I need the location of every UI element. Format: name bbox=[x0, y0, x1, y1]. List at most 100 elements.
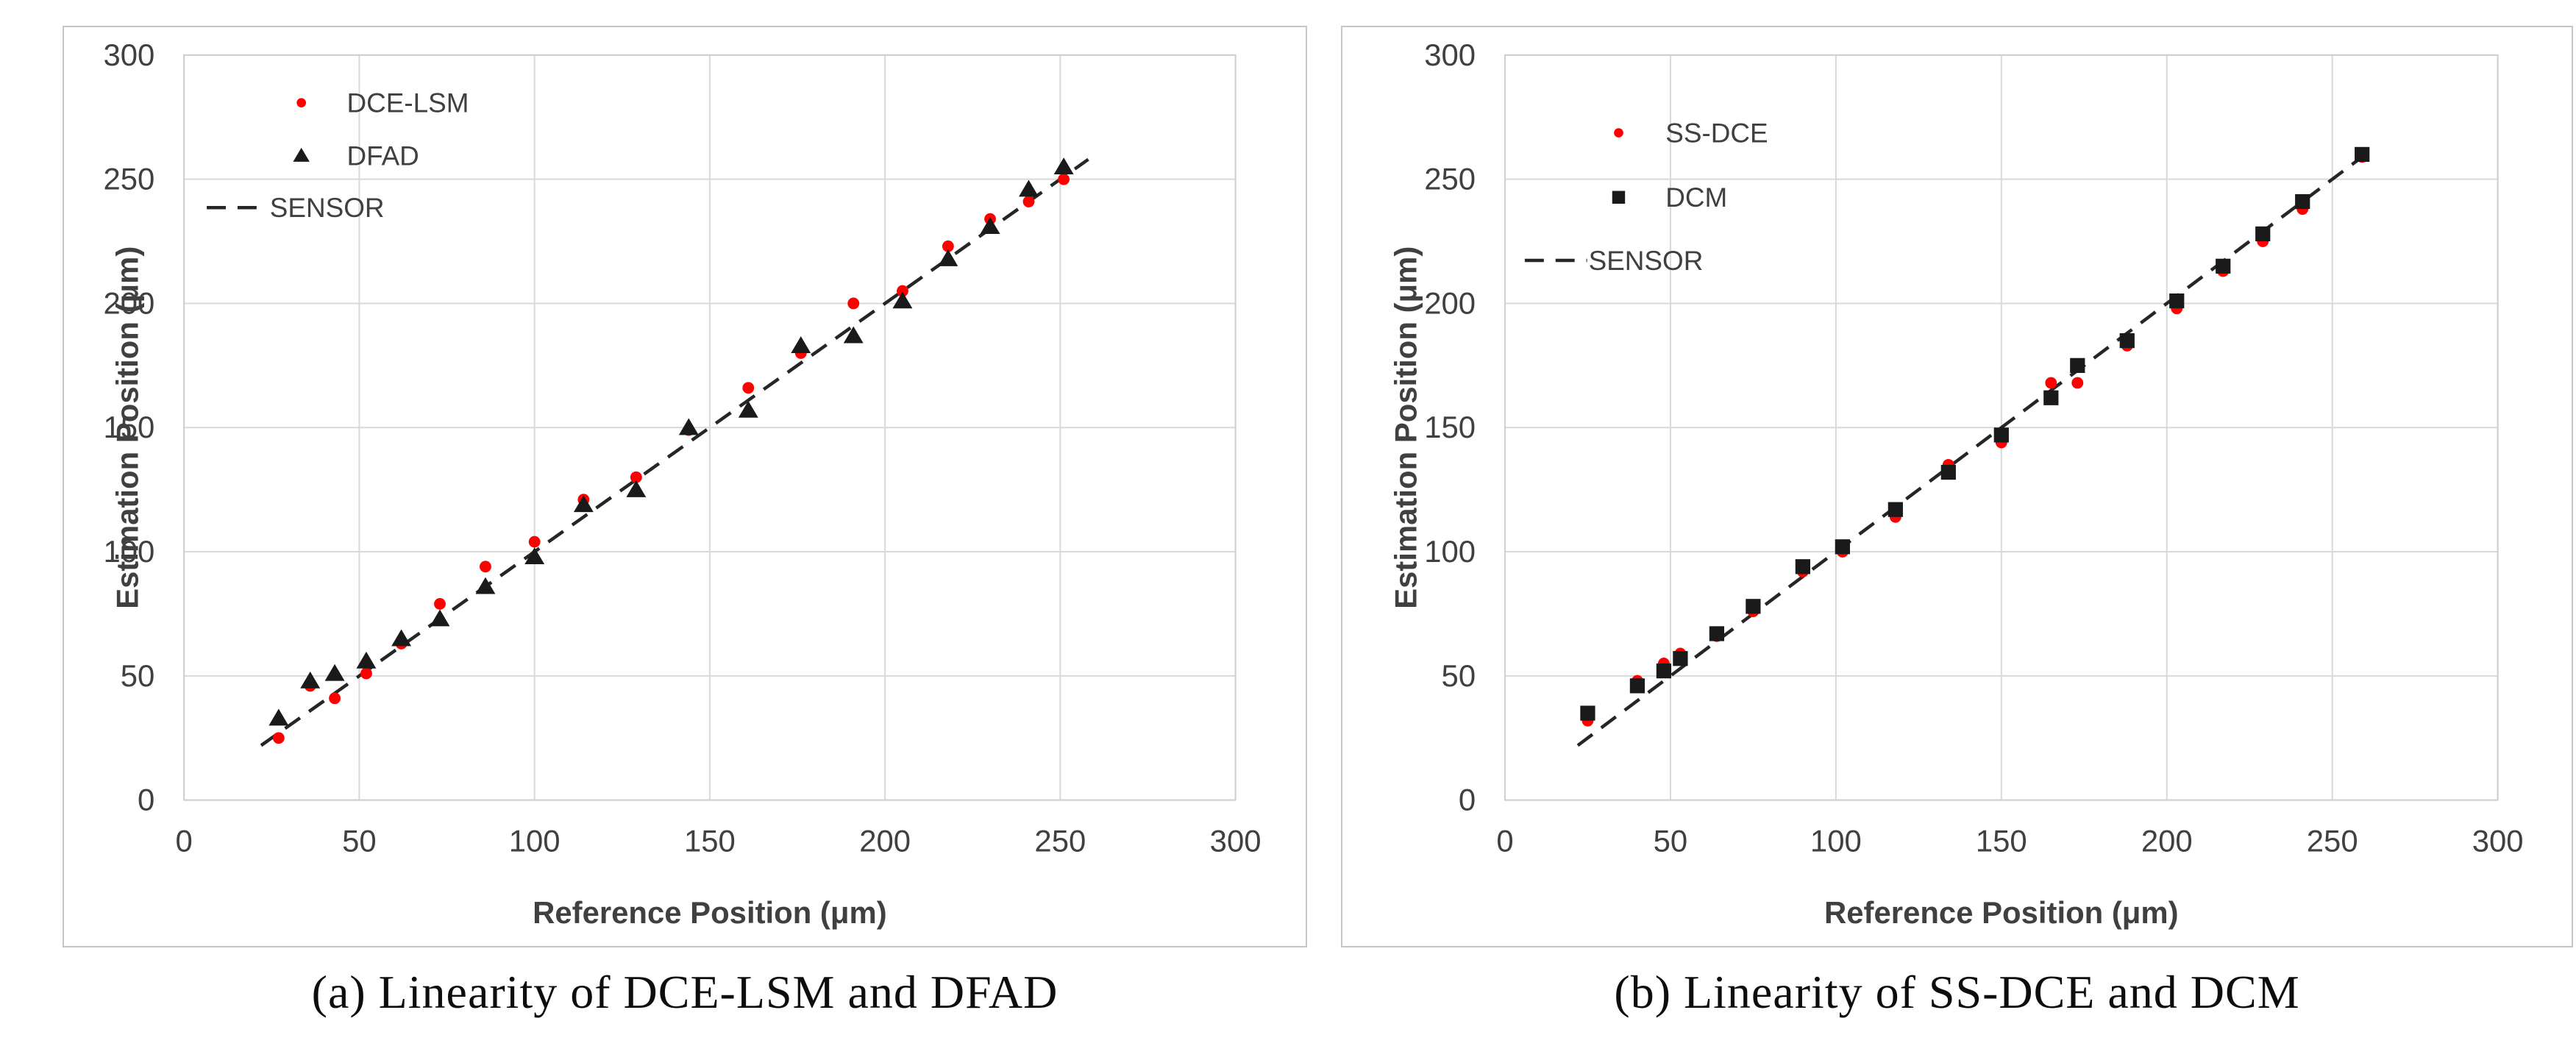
x-tick-label: 0 bbox=[1496, 823, 1513, 858]
data-point-DCE-LSM bbox=[480, 561, 491, 573]
data-point-DFAD bbox=[573, 495, 594, 513]
chart-b: 0 50 100 150 200 250 300 0 50 100 150 200 250 300 Refe… bbox=[1388, 38, 2524, 930]
y-tick-label: 300 bbox=[103, 38, 154, 72]
legend-marker bbox=[296, 98, 307, 108]
data-point-DFAD bbox=[268, 708, 289, 726]
caption-b: (b) Linearity of SS-DCE and DCM bbox=[1614, 966, 2300, 1018]
data-point-DCE-LSM bbox=[1022, 196, 1035, 207]
sensor-fit-line bbox=[260, 157, 1089, 747]
sensor-fit-line bbox=[1576, 145, 2377, 747]
data-point-DCE-LSM bbox=[272, 732, 285, 744]
x-tick-label: 300 bbox=[1210, 823, 1262, 858]
plot-frame bbox=[1504, 54, 2499, 801]
data-point-DCM bbox=[1580, 705, 1595, 721]
y-tick-label: 300 bbox=[1424, 38, 1476, 72]
x-tick-label: 250 bbox=[1034, 823, 1086, 858]
data-point-DFAD bbox=[430, 609, 450, 627]
data-point-DCM bbox=[1993, 427, 2009, 443]
y-tick-label: 0 bbox=[1459, 783, 1476, 817]
data-point-DFAD bbox=[475, 577, 496, 594]
data-point-SS-DCE bbox=[2071, 377, 2084, 389]
data-point-DCE-LSM bbox=[1058, 173, 1070, 185]
data-point-SS-DCE bbox=[2045, 377, 2057, 389]
x-axis-title: Reference Position (μm) bbox=[1824, 895, 2179, 930]
data-point-DFAD bbox=[843, 326, 864, 344]
legend-marker bbox=[1614, 128, 1623, 138]
data-point-DFAD bbox=[678, 418, 699, 435]
legend-label: SS-DCE bbox=[1665, 118, 1768, 148]
data-point-DFAD bbox=[324, 664, 345, 681]
x-axis-title: Reference Position (μm) bbox=[533, 895, 887, 930]
x-tick-label: 300 bbox=[2472, 823, 2524, 858]
data-point-DFAD bbox=[1019, 179, 1039, 197]
chart-a: 0 50 100 150 200 250 300 0 50 100 150 200 250 300 Refe… bbox=[103, 38, 1262, 930]
x-tick-label: 250 bbox=[2307, 823, 2358, 858]
data-point-DCE-LSM bbox=[360, 667, 372, 680]
x-tick-label: 50 bbox=[1654, 823, 1688, 858]
chart-panel-a: 0 50 100 150 200 250 300 0 50 100 150 200 250 300 Refe… bbox=[63, 26, 1307, 947]
y-tick-label: 200 bbox=[1424, 285, 1476, 320]
y-tick-label: 50 bbox=[1442, 658, 1476, 693]
y-tick-label: 0 bbox=[138, 783, 154, 817]
data-point-DCE-LSM bbox=[897, 285, 908, 297]
data-point-DCM bbox=[2169, 293, 2185, 309]
data-point-DCM bbox=[2295, 193, 2310, 210]
y-axis-title: Estimation Position (μm) bbox=[1388, 246, 1423, 609]
data-point-DCM bbox=[2043, 390, 2059, 405]
legend-label: DCE-LSM bbox=[346, 88, 469, 118]
data-point-DCM bbox=[1709, 626, 1725, 641]
data-point-DCE-LSM bbox=[630, 471, 642, 483]
data-point-DCM bbox=[1629, 678, 1645, 694]
x-tick-label: 200 bbox=[2141, 823, 2193, 858]
chart-panel-b: 0 50 100 150 200 250 300 0 50 100 150 200 250 300 Refe… bbox=[1341, 26, 2573, 947]
data-point-DCM bbox=[1673, 651, 1688, 666]
data-point-DCE-LSM bbox=[942, 240, 954, 252]
data-point-DFAD bbox=[791, 336, 811, 354]
data-point-DFAD bbox=[626, 480, 647, 497]
y-tick-label: 200 bbox=[103, 285, 154, 320]
data-point-DCM bbox=[1656, 663, 1672, 679]
data-point-DFAD bbox=[524, 547, 545, 564]
legend-label: DFAD bbox=[346, 140, 419, 171]
data-point-DCM bbox=[2255, 226, 2271, 242]
data-point-DCM bbox=[1795, 559, 1810, 575]
y-tick-label: 100 bbox=[1424, 534, 1476, 569]
data-point-DCM bbox=[1835, 539, 1850, 555]
legend-marker bbox=[293, 147, 310, 162]
data-point-DCM bbox=[2070, 358, 2085, 373]
legend-label: SENSOR bbox=[1589, 246, 1704, 276]
legend-marker bbox=[1612, 191, 1626, 204]
x-tick-label: 100 bbox=[509, 823, 561, 858]
data-point-DCE-LSM bbox=[847, 297, 860, 310]
x-tick-label: 150 bbox=[684, 823, 736, 858]
caption-a: (a) Linearity of DCE-LSM and DFAD bbox=[311, 966, 1058, 1018]
data-point-DFAD bbox=[1053, 157, 1074, 174]
data-point-DFAD bbox=[738, 400, 758, 418]
data-point-DFAD bbox=[300, 671, 321, 689]
data-point-DCE-LSM bbox=[434, 598, 446, 610]
x-tick-label: 200 bbox=[859, 823, 911, 858]
data-point-DFAD bbox=[938, 249, 958, 266]
x-tick-label: 0 bbox=[176, 823, 193, 858]
y-axis-title: Estimation Position (μm) bbox=[110, 246, 144, 609]
data-point-DFAD bbox=[980, 217, 1000, 234]
x-tick-label: 50 bbox=[342, 823, 377, 858]
y-tick-label: 250 bbox=[1424, 162, 1476, 196]
data-point-DCM bbox=[1746, 599, 1761, 614]
y-tick-label: 150 bbox=[103, 410, 154, 444]
data-point-DCM bbox=[1887, 502, 1903, 517]
data-point-DCM bbox=[1940, 464, 1956, 480]
x-tick-label: 100 bbox=[1810, 823, 1862, 858]
data-point-DFAD bbox=[391, 629, 412, 647]
data-point-DFAD bbox=[892, 291, 913, 309]
x-tick-label: 150 bbox=[1976, 823, 2027, 858]
data-point-DCE-LSM bbox=[329, 692, 341, 705]
y-tick-label: 100 bbox=[103, 534, 154, 569]
y-tick-label: 150 bbox=[1424, 410, 1476, 444]
y-tick-label: 250 bbox=[103, 162, 154, 196]
legend-label: DCM bbox=[1665, 182, 1727, 213]
plot-frame bbox=[183, 54, 1237, 801]
data-point-DCE-LSM bbox=[528, 536, 541, 548]
data-point-DCM bbox=[2355, 146, 2370, 163]
